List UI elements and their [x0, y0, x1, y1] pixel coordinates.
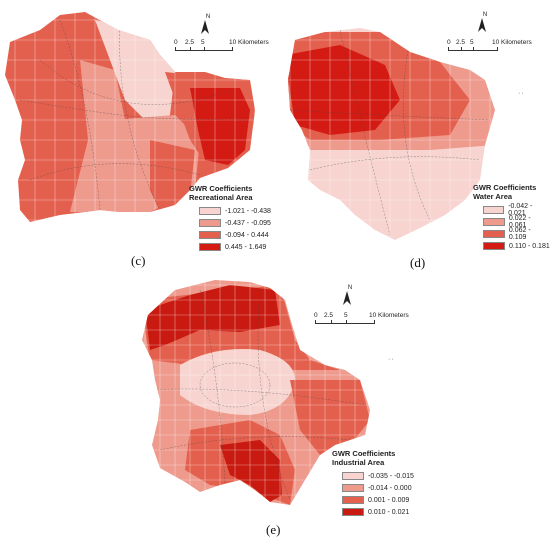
legend-swatch [483, 206, 505, 214]
legend-subtitle-d: Water Area [473, 191, 513, 201]
choropleth-map-d [288, 28, 495, 240]
legend-title-c: GWR Coefficients [189, 184, 253, 193]
zone-c-light-west [70, 60, 125, 212]
legend-item-d-2: 0.022 - 0.061 [483, 215, 550, 229]
map-panel-e: ·· N 0 2.5 5 10 Kilometers GWR Coefficie… [130, 270, 430, 543]
scale-tick-c-0: 0 [174, 39, 178, 46]
scale-tick-c-3: 10 Kilometers [229, 39, 269, 46]
north-label-c: N [205, 14, 211, 20]
legend-label: -0.094 - 0.444 [225, 231, 269, 239]
legend-item-c-1: -1.021 - -0.438 [199, 205, 271, 217]
legend-swatch [483, 218, 505, 226]
scale-tick-c-2: 5 [201, 39, 205, 46]
legend-swatch [342, 496, 364, 504]
legend-swatch [342, 484, 364, 492]
legend-swatch [342, 508, 364, 516]
legend-label: 0.001 - 0.009 [368, 496, 410, 504]
choropleth-map-e [142, 280, 370, 505]
legend-label: -0.014 - 0.000 [368, 484, 412, 492]
legend-c: GWR Coefficients Recreational Area -1.02… [189, 185, 271, 253]
roads-e [149, 289, 366, 501]
map-ellipsis-e: ·· [388, 356, 395, 363]
legend-item-e-1: -0.035 - -0.015 [342, 470, 414, 482]
legend-label: -1.021 - -0.438 [225, 207, 271, 215]
legend-swatch [483, 230, 505, 238]
north-arrow-icon [343, 291, 351, 305]
zone-d-dark [288, 45, 400, 135]
scale-tick-d-0: 0 [447, 39, 451, 46]
legend-item-d-1: -0.042 - 0.021 [483, 203, 550, 217]
panel-label-c: (c) [131, 253, 146, 268]
scale-tick-c-1: 2.5 [185, 39, 195, 46]
north-arrow-c: N [201, 14, 215, 36]
panel-label-d: (d) [410, 255, 426, 270]
panel-label-e: (e) [266, 522, 281, 537]
legend-label: 0.062 - 0.109 [508, 227, 531, 241]
legend-label: -0.042 - 0.021 [508, 203, 533, 217]
map-panel-c: N 0 2.5 5 10 Kilometers GWR Coefficients… [0, 0, 275, 270]
legend-subtitle-e: Industrial Area [332, 457, 385, 467]
scale-tick-d-3: 10 Kilometers [492, 39, 532, 46]
north-arrow-d: N [478, 12, 492, 34]
scale-tick-e-2: 5 [344, 312, 348, 319]
legend-label: 0.022 - 0.061 [508, 215, 531, 229]
legend-label: 0.010 - 0.021 [368, 508, 410, 516]
legend-swatch [199, 219, 221, 227]
north-arrow-e: N [343, 285, 357, 307]
legend-item-c-3: -0.094 - 0.444 [199, 229, 271, 241]
legend-swatch [483, 242, 505, 250]
legend-label: 0.110 - 0.181 [509, 242, 550, 250]
legend-item-e-2: -0.014 - 0.000 [342, 482, 414, 494]
roads-d [289, 29, 491, 236]
zone-e-dark-north [145, 285, 280, 350]
legend-label: -0.437 - -0.095 [225, 219, 271, 227]
legend-e: GWR Coefficients Industrial Area -0.035 … [332, 450, 414, 518]
legend-swatch [199, 207, 221, 215]
scale-tick-e-3: 10 Kilometers [369, 312, 409, 319]
roads-c [19, 19, 251, 211]
scale-bar-c: 0 2.5 5 10 Kilometers [174, 39, 269, 51]
legend-item-c-4: 0.445 - 1.649 [199, 241, 271, 253]
scale-tick-e-0: 0 [314, 312, 318, 319]
zone-c-mid-south [150, 140, 195, 212]
legend-label: 0.445 - 1.649 [225, 243, 267, 251]
legend-swatch [199, 231, 221, 239]
north-label-d: N [482, 12, 488, 18]
map-ellipsis-d: ·· [518, 90, 525, 97]
legend-item-d-3: 0.062 - 0.109 [483, 227, 550, 241]
north-label-e: N [347, 285, 353, 291]
legend-item-e-4: 0.010 - 0.021 [342, 506, 414, 518]
scale-tick-d-2: 5 [470, 39, 474, 46]
legend-title-d: GWR Coefficients [473, 183, 537, 192]
zone-e-dark-south [220, 440, 282, 502]
legend-swatch [342, 472, 364, 480]
north-arrow-icon [201, 20, 209, 34]
legend-subtitle-c: Recreational Area [189, 192, 253, 202]
choropleth-map-c [5, 12, 255, 222]
scale-bar-d: 0 2.5 5 10 Kilometers [447, 39, 532, 51]
scale-tick-e-1: 2.5 [324, 312, 334, 319]
north-arrow-icon [478, 18, 486, 32]
scale-bar-e: 0 2.5 5 10 Kilometers [314, 312, 411, 324]
legend-item-c-2: -0.437 - -0.095 [199, 217, 271, 229]
legend-d: GWR Coefficients Water Area -0.042 - 0.0… [473, 184, 550, 252]
legend-item-d-4: 0.110 - 0.181 [483, 240, 550, 252]
legend-label: -0.035 - -0.015 [368, 472, 414, 480]
scale-tick-d-1: 2.5 [456, 39, 466, 46]
zone-e-lightest-center [180, 349, 295, 415]
legend-item-e-3: 0.001 - 0.009 [342, 494, 414, 506]
legend-title-e: GWR Coefficients [332, 449, 396, 458]
legend-swatch [199, 243, 221, 251]
map-panel-d: ·· N 0 2.5 5 10 Kilometers GWR Coefficie… [280, 0, 550, 275]
